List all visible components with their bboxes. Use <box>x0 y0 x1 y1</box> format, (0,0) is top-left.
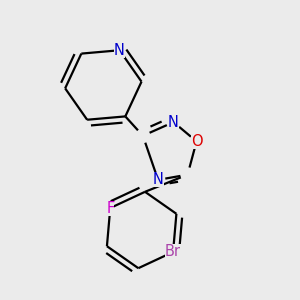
Text: N: N <box>114 43 125 58</box>
Text: Br: Br <box>165 244 181 260</box>
Text: N: N <box>153 172 164 188</box>
Text: F: F <box>106 200 114 215</box>
Text: O: O <box>191 134 202 149</box>
Text: N: N <box>168 115 179 130</box>
